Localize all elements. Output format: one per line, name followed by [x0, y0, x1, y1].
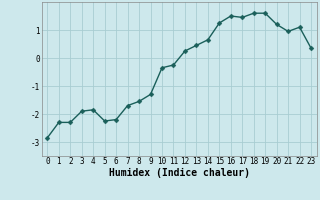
X-axis label: Humidex (Indice chaleur): Humidex (Indice chaleur) — [109, 168, 250, 178]
